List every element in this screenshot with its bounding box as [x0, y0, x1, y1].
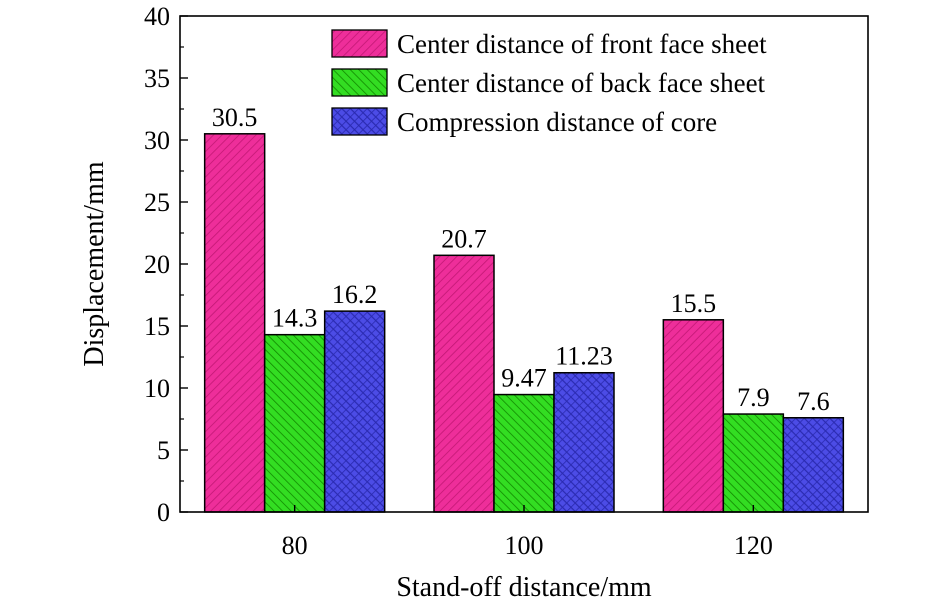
bars-layer — [203, 133, 845, 513]
bar-120-series-3 — [782, 417, 845, 513]
bar-80-series-3 — [323, 310, 386, 513]
y-tick-label: 15 — [144, 312, 170, 341]
x-tick-label: 100 — [505, 531, 544, 560]
legend-swatch-3 — [331, 107, 388, 136]
legend-swatch-2 — [331, 68, 388, 97]
y-tick-label: 0 — [157, 498, 170, 527]
bar-value-label: 15.5 — [671, 289, 717, 318]
y-tick-label: 5 — [157, 436, 170, 465]
bar-100-series-3 — [553, 371, 615, 513]
y-tick-label: 10 — [144, 374, 170, 403]
y-tick-label: 20 — [144, 250, 170, 279]
bar-80-series-1 — [203, 133, 266, 513]
legend-label-2: Center distance of back face sheet — [397, 68, 766, 98]
bar-value-label: 14.3 — [272, 304, 318, 333]
y-tick-label: 40 — [144, 2, 170, 31]
y-tick-label: 35 — [144, 64, 170, 93]
bar-value-label: 20.7 — [441, 224, 487, 253]
legend-label-3: Compression distance of core — [397, 107, 717, 137]
bar-80-series-2 — [263, 333, 326, 513]
y-tick-label: 30 — [144, 126, 170, 155]
bar-value-label: 11.23 — [555, 342, 613, 371]
bar-120-series-2 — [722, 413, 785, 513]
axes-layer: 0 5 10 15 20 25 30 35 40 80 100 120 — [144, 2, 869, 560]
y-axis-title: Displacement/mm — [79, 161, 110, 367]
x-tick-label: 80 — [282, 531, 308, 560]
bar-labels-layer: 30.5 14.3 16.2 20.7 9.47 11.23 15.5 7.9 7.6 — [212, 103, 830, 416]
bar-value-label: 16.2 — [332, 280, 378, 309]
legend-swatch-1 — [331, 29, 388, 58]
bar-120-series-1 — [662, 319, 725, 513]
x-tick-label: 120 — [734, 531, 773, 560]
bar-value-label: 30.5 — [212, 103, 258, 132]
bar-100-series-2 — [493, 393, 555, 513]
bar-100-series-1 — [433, 254, 495, 513]
legend: Center distance of front face sheet Cente… — [331, 29, 767, 137]
bar-value-label: 9.47 — [501, 364, 547, 393]
legend-label-1: Center distance of front face sheet — [397, 29, 767, 59]
x-axis-title: Stand-off distance/mm — [396, 572, 652, 603]
bar-value-label: 7.6 — [797, 387, 830, 416]
bar-value-label: 7.9 — [737, 383, 770, 412]
y-tick-label: 25 — [144, 188, 170, 217]
